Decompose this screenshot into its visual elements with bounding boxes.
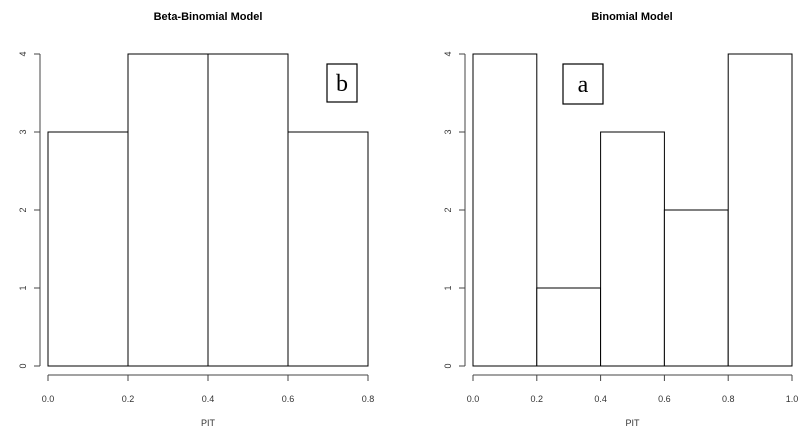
- x-tick-label: 0.8: [362, 394, 375, 404]
- x-tick-label: 0.6: [658, 394, 671, 404]
- y-tick-label: 0: [18, 363, 28, 368]
- histogram-bar: [47, 131, 129, 367]
- histogram-bar: [536, 287, 602, 367]
- histogram-bar: [727, 53, 793, 367]
- x-tick-label: 0.0: [467, 394, 480, 404]
- chart-title: Binomial Model: [591, 11, 672, 23]
- panel-tag-label: a: [578, 72, 589, 98]
- x-tick-label: 0.2: [531, 394, 544, 404]
- y-tick-label: 0: [443, 363, 453, 368]
- histogram-bar: [287, 131, 369, 367]
- y-tick-label: 3: [18, 129, 28, 134]
- y-tick-label: 1: [443, 285, 453, 290]
- histogram-bar: [600, 131, 665, 367]
- x-tick-label: 0.0: [42, 394, 55, 404]
- histogram-bar: [127, 53, 209, 367]
- y-tick-label: 1: [18, 285, 28, 290]
- histogram-bar: [663, 209, 729, 367]
- binomial-panel: Binomial Model 0.0 0.2 0.4 0.6 0.8 1.0 PIT 0 1 2 3 4…: [443, 11, 798, 428]
- y-tick-label: 3: [443, 129, 453, 134]
- x-tick-label: 0.6: [282, 394, 295, 404]
- x-axis-label: PIT: [625, 418, 640, 428]
- x-tick-label: 0.2: [122, 394, 135, 404]
- panel-tag-label: b: [336, 71, 348, 97]
- beta-binomial-panel: Beta-Binomial Model 0.0 0.2 0.4 0.6 0.8 PIT 0 1 2…: [18, 11, 374, 428]
- chart-title: Beta-Binomial Model: [154, 11, 263, 23]
- x-tick-label: 0.4: [594, 394, 607, 404]
- panel-tag-box: [326, 63, 358, 103]
- y-tick-label: 4: [18, 51, 28, 56]
- histogram-bar: [472, 53, 538, 367]
- x-tick-label: 0.8: [722, 394, 735, 404]
- x-axis-label: PIT: [201, 418, 216, 428]
- y-tick-label: 4: [443, 51, 453, 56]
- histogram-bar: [207, 53, 289, 367]
- y-tick-label: 2: [443, 207, 453, 212]
- x-tick-label: 1.0: [786, 394, 799, 404]
- panel-tag-box: [562, 63, 604, 105]
- y-tick-label: 2: [18, 207, 28, 212]
- x-tick-label: 0.4: [202, 394, 215, 404]
